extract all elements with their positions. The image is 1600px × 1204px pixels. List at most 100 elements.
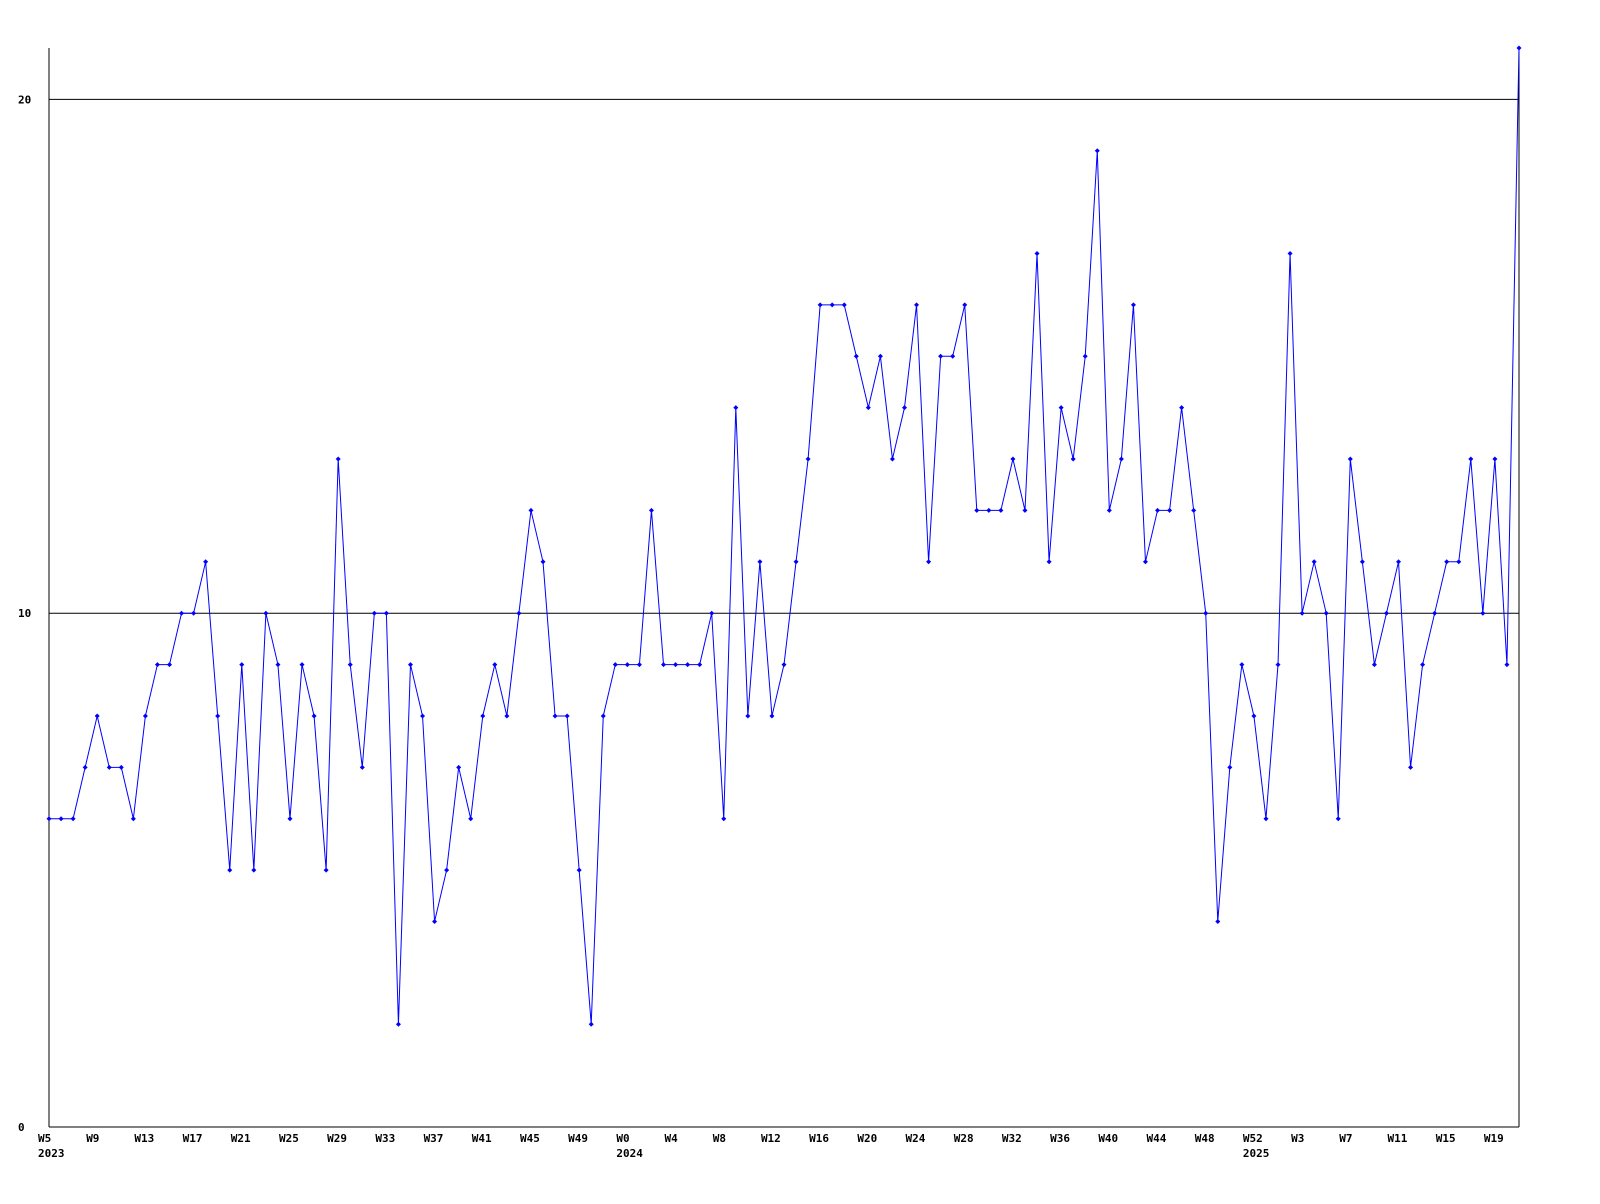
x-year-label: 2023 <box>38 1147 65 1160</box>
x-tick-label: W0 <box>616 1132 629 1145</box>
data-point <box>889 456 895 462</box>
data-point <box>191 610 197 616</box>
data-point <box>46 816 52 822</box>
data-point <box>1094 148 1100 154</box>
data-point <box>576 867 582 873</box>
x-tick-label: W28 <box>954 1132 974 1145</box>
data-point <box>1106 507 1112 513</box>
data-point <box>1359 559 1365 565</box>
x-tick-label: W17 <box>183 1132 203 1145</box>
data-point <box>1492 456 1498 462</box>
data-point <box>58 816 64 822</box>
data-point <box>1408 764 1414 770</box>
x-tick-label: W4 <box>665 1132 679 1145</box>
data-point <box>1239 662 1245 668</box>
data-point <box>1323 610 1329 616</box>
data-point <box>359 764 365 770</box>
data-point <box>673 662 679 668</box>
data-point <box>1468 456 1474 462</box>
x-tick-label: W8 <box>713 1132 726 1145</box>
data-point <box>805 456 811 462</box>
data-point <box>82 764 88 770</box>
x-tick-label: W29 <box>327 1132 347 1145</box>
data-point <box>106 764 112 770</box>
data-point <box>371 610 377 616</box>
data-point <box>974 507 980 513</box>
x-tick-label: W15 <box>1436 1132 1456 1145</box>
data-point <box>781 662 787 668</box>
x-tick-label: W19 <box>1484 1132 1504 1145</box>
data-point <box>841 302 847 308</box>
x-tick-label: W44 <box>1147 1132 1167 1145</box>
data-point <box>70 816 76 822</box>
data-point <box>661 662 667 668</box>
data-point <box>1046 559 1052 565</box>
data-point <box>998 507 1004 513</box>
data-point <box>311 713 317 719</box>
data-point <box>1347 456 1353 462</box>
data-point <box>504 713 510 719</box>
x-tick-label: W24 <box>906 1132 926 1145</box>
data-point <box>528 507 534 513</box>
data-point <box>395 1021 401 1027</box>
data-point <box>685 662 691 668</box>
data-point <box>612 662 618 668</box>
data-point <box>215 713 221 719</box>
data-point <box>347 662 353 668</box>
data-point <box>962 302 968 308</box>
data-point <box>829 302 835 308</box>
data-point <box>817 302 823 308</box>
data-point <box>950 353 956 359</box>
data-point <box>552 713 558 719</box>
x-tick-label: W45 <box>520 1132 540 1145</box>
data-point <box>564 713 570 719</box>
data-point <box>1058 405 1064 411</box>
data-point <box>420 713 426 719</box>
data-point <box>335 456 341 462</box>
data-point <box>1444 559 1450 565</box>
data-point <box>1383 610 1389 616</box>
data-point <box>1287 251 1293 257</box>
data-point <box>636 662 642 668</box>
y-tick-label: 20 <box>18 93 31 106</box>
data-point <box>1034 251 1040 257</box>
data-point <box>179 610 185 616</box>
data-point <box>769 713 775 719</box>
data-point <box>1251 713 1257 719</box>
data-point <box>1167 507 1173 513</box>
data-point <box>444 867 450 873</box>
data-point <box>227 867 233 873</box>
data-point <box>1396 559 1402 565</box>
data-point <box>1420 662 1426 668</box>
data-point <box>624 662 630 668</box>
data-point <box>938 353 944 359</box>
data-point <box>986 507 992 513</box>
data-point <box>1504 662 1510 668</box>
x-tick-label: W37 <box>424 1132 444 1145</box>
x-tick-label: W12 <box>761 1132 781 1145</box>
x-tick-label: W20 <box>857 1132 877 1145</box>
data-point <box>1263 816 1269 822</box>
data-point <box>540 559 546 565</box>
data-point <box>239 662 245 668</box>
data-point <box>1311 559 1317 565</box>
data-point <box>745 713 751 719</box>
data-point <box>166 662 172 668</box>
x-tick-label: W11 <box>1388 1132 1408 1145</box>
data-point <box>323 867 329 873</box>
data-point <box>142 713 148 719</box>
data-point <box>853 353 859 359</box>
x-tick-label: W33 <box>375 1132 395 1145</box>
data-point <box>1010 456 1016 462</box>
data-point <box>1082 353 1088 359</box>
x-year-label: 2024 <box>616 1147 643 1160</box>
x-tick-label: W21 <box>231 1132 251 1145</box>
x-tick-label: W36 <box>1050 1132 1070 1145</box>
data-point <box>1070 456 1076 462</box>
data-point <box>1456 559 1462 565</box>
data-point <box>468 816 474 822</box>
data-point <box>697 662 703 668</box>
data-point <box>1022 507 1028 513</box>
